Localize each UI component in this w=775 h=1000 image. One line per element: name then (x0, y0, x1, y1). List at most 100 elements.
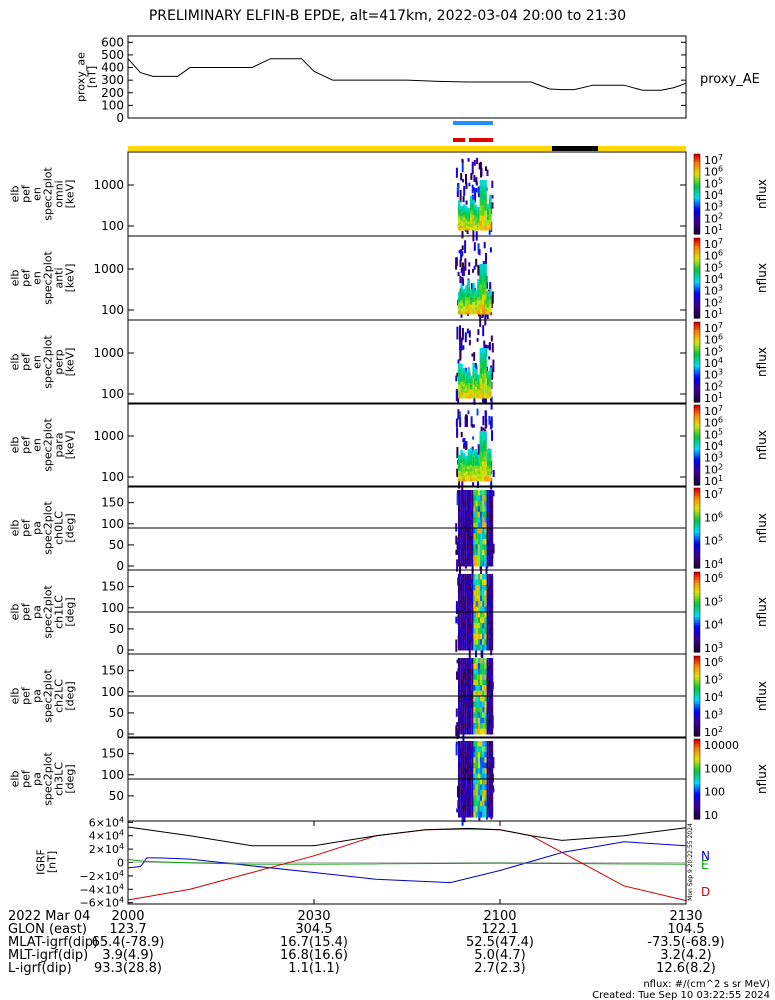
heatmap-cell (458, 612, 461, 618)
heatmap-cell (466, 500, 469, 507)
heatmap-cell (469, 639, 472, 645)
xaxis-row-value: 16.8(16.6) (280, 948, 348, 963)
heatmap-cell (482, 723, 485, 729)
heatmap-cell (460, 453, 463, 457)
heatmap-cell (460, 668, 463, 675)
heatmap-cell (462, 800, 465, 807)
colorbar-swatch (694, 528, 700, 532)
heatmap-cell (461, 159, 464, 173)
heatmap-cell (484, 590, 487, 597)
heatmap-cell (491, 368, 494, 380)
colorbar-swatch (694, 243, 700, 247)
heatmap-cell (477, 376, 480, 380)
colorbar-swatch (694, 455, 700, 459)
heatmap-cell (486, 768, 489, 774)
heatmap-cell (460, 462, 463, 466)
heatmap-cell (480, 789, 483, 796)
heatmap-cell (460, 517, 463, 523)
heatmap-cell (465, 208, 468, 212)
heatmap-cell (480, 696, 483, 702)
colorbar-swatch (694, 725, 700, 729)
heatmap-cell (482, 476, 485, 482)
heatmap-cell (484, 779, 487, 785)
heatmap-cell (480, 706, 483, 713)
heatmap-cell (473, 658, 476, 664)
heatmap-cell (477, 300, 480, 304)
heatmap-cell (460, 658, 463, 664)
colorbar-swatch (694, 238, 700, 242)
heatmap-cell (477, 601, 480, 607)
colorbar-swatch (694, 720, 700, 724)
heatmap-cell (484, 274, 487, 280)
heatmap-cell (480, 784, 483, 791)
heatmap-cell (455, 741, 458, 746)
colorbar-swatch (694, 212, 700, 216)
heatmap-cell (458, 701, 461, 708)
heatmap-cell (491, 500, 494, 507)
heatmap-cell (464, 741, 467, 747)
colorbar-swatch (694, 562, 700, 566)
heatmap-cell (465, 182, 468, 189)
heatmap-cell (460, 250, 463, 257)
heatmap-cell (464, 579, 467, 586)
heatmap-cell (480, 628, 483, 635)
heatmap-cell (462, 779, 465, 785)
heatmap-cell (462, 762, 465, 769)
ytick-label-anti: 100 (101, 303, 124, 317)
heatmap-cell (466, 811, 469, 818)
heatmap-cell (470, 395, 473, 399)
colorbar-swatch (694, 391, 700, 395)
colorbar-para (694, 405, 700, 486)
heatmap-cell (484, 500, 487, 507)
heatmap-cell (469, 779, 472, 785)
heatmap-cell (474, 386, 478, 390)
heatmap-cell (464, 560, 467, 567)
heatmap-cell (484, 612, 487, 618)
heatmap-cell (491, 430, 493, 441)
heatmap-cell (469, 746, 472, 753)
heatmap-cell (491, 633, 494, 640)
colorbar-swatch (694, 442, 700, 446)
heatmap-cell (477, 633, 480, 640)
heatmap-cell (458, 465, 461, 469)
heatmap-cell (475, 746, 478, 753)
heatmap-cell (479, 314, 482, 328)
proxy-ae-ytick-label: 200 (101, 86, 124, 100)
heatmap-cell (464, 784, 467, 791)
heatmap-cell (465, 384, 468, 388)
heatmap-cell (477, 579, 480, 586)
heatmap-cell (482, 436, 485, 442)
colorbar-swatch (694, 304, 700, 308)
proxy-ae-ytick-label: 600 (101, 35, 124, 49)
heatmap-cell (477, 584, 480, 591)
heatmap-cell (491, 811, 494, 818)
colorbar-swatch (694, 162, 700, 166)
heatmap-cell (488, 544, 491, 551)
colorbar-swatch (694, 763, 700, 767)
xaxis-row-value: 2030 (297, 909, 330, 924)
colorbar-swatch (694, 709, 700, 713)
heatmap-cell (475, 685, 478, 691)
colorbar-swatch (694, 656, 700, 660)
heatmap-cell (469, 533, 472, 540)
heatmap-cell (472, 459, 475, 464)
heatmap-cell (460, 789, 463, 796)
colorbar-swatch (694, 811, 700, 815)
heatmap-cell (486, 295, 490, 299)
heatmap-cell (456, 559, 459, 572)
heatmap-cell (482, 574, 485, 580)
heatmap-cell (470, 199, 473, 204)
heatmap-cell (482, 696, 485, 702)
heatmap-cell (460, 305, 463, 309)
ylabel-omni-line: [keV] (64, 180, 77, 209)
xaxis-row-label: 2022 Mar 04 (8, 909, 90, 924)
heatmap-cell (482, 633, 485, 640)
ylabel-perp-line: [keV] (64, 348, 77, 377)
heatmap-cell (467, 410, 470, 415)
colorbar-swatch (694, 698, 700, 702)
colorbar-swatch (694, 649, 700, 653)
heatmap-cell (486, 779, 489, 785)
igrf-legend-e: E (701, 858, 709, 872)
heatmap-cell (473, 674, 476, 681)
heatmap-cell (475, 674, 478, 681)
